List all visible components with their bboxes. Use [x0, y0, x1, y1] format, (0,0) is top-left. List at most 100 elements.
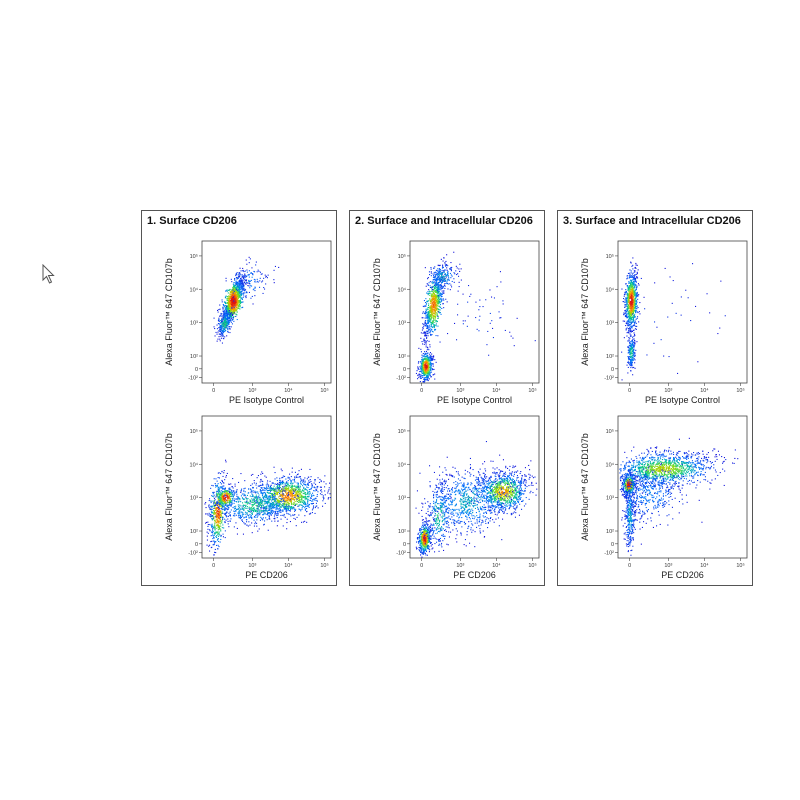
data-point: [273, 501, 275, 503]
data-point: [237, 286, 239, 288]
data-point: [263, 490, 265, 492]
data-point: [251, 512, 253, 514]
data-point: [313, 498, 315, 500]
data-point: [228, 501, 230, 503]
data-point: [287, 503, 289, 505]
data-point: [270, 504, 272, 506]
data-point: [215, 494, 217, 496]
data-point: [224, 497, 226, 499]
data-point: [241, 292, 243, 294]
data-point: [433, 368, 435, 370]
data-point: [430, 370, 432, 372]
data-point: [294, 494, 296, 496]
data-point: [224, 488, 226, 490]
data-point: [228, 506, 230, 508]
data-point: [274, 489, 276, 491]
data-point: [234, 295, 236, 297]
data-point: [219, 488, 221, 490]
data-point: [284, 504, 286, 506]
data-point: [221, 479, 223, 481]
data-point: [293, 506, 295, 508]
data-point: [218, 507, 220, 509]
data-point: [294, 490, 296, 492]
data-point: [289, 500, 291, 502]
data-point: [217, 309, 219, 311]
data-point: [231, 323, 233, 325]
data-point: [307, 505, 309, 507]
data-point: [310, 488, 312, 490]
data-point: [230, 302, 232, 304]
data-point: [250, 516, 252, 518]
data-point: [217, 548, 219, 550]
data-point: [274, 495, 276, 497]
data-point: [284, 483, 286, 485]
data-point: [219, 497, 221, 499]
data-point: [240, 298, 242, 300]
data-point: [419, 376, 421, 378]
data-point: [222, 524, 224, 526]
data-point: [241, 493, 243, 495]
data-point: [228, 289, 230, 291]
data-point: [430, 364, 432, 366]
data-point: [220, 321, 222, 323]
data-point: [261, 484, 263, 486]
data-point: [296, 474, 298, 476]
data-point: [217, 493, 219, 495]
data-point: [220, 517, 222, 519]
data-point: [230, 297, 232, 299]
data-point: [219, 315, 221, 317]
data-point: [303, 506, 305, 508]
data-point: [229, 320, 231, 322]
data-point: [298, 488, 300, 490]
data-point: [233, 303, 235, 305]
data-point: [222, 499, 224, 501]
data-point: [299, 476, 301, 478]
data-point: [426, 361, 428, 363]
data-point: [217, 521, 219, 523]
data-point: [266, 277, 268, 279]
data-point: [216, 531, 218, 533]
data-point: [222, 517, 224, 519]
data-point: [244, 278, 246, 280]
data-point: [277, 520, 279, 522]
data-point: [218, 320, 220, 322]
data-point: [426, 334, 428, 336]
data-point: [220, 525, 222, 527]
data-point: [240, 511, 242, 513]
data-point: [272, 503, 274, 505]
data-point: [298, 490, 300, 492]
data-point: [229, 328, 231, 330]
data-point: [234, 515, 236, 517]
data-point: [265, 275, 267, 277]
data-point: [431, 353, 433, 355]
data-point: [214, 532, 216, 534]
data-point: [233, 309, 235, 311]
data-point: [239, 512, 241, 514]
data-point: [419, 375, 421, 377]
data-point: [266, 501, 268, 503]
data-point: [439, 284, 441, 286]
data-point: [229, 291, 231, 293]
data-point: [287, 508, 289, 510]
data-point: [235, 273, 237, 275]
data-point: [251, 491, 253, 493]
data-point: [270, 509, 272, 511]
data-point: [230, 302, 232, 304]
data-point: [297, 505, 299, 507]
data-point: [244, 523, 246, 525]
data-point: [219, 315, 221, 317]
data-point: [311, 509, 313, 511]
data-point: [220, 312, 222, 314]
data-point: [222, 307, 224, 309]
data-point: [428, 303, 430, 305]
data-point: [255, 494, 257, 496]
data-point: [270, 511, 272, 513]
data-point: [417, 362, 419, 364]
data-point: [241, 279, 243, 281]
data-point: [207, 514, 209, 516]
data-point: [281, 491, 283, 493]
data-point: [282, 490, 284, 492]
data-point: [277, 487, 279, 489]
data-point: [223, 317, 225, 319]
data-point: [221, 480, 223, 482]
